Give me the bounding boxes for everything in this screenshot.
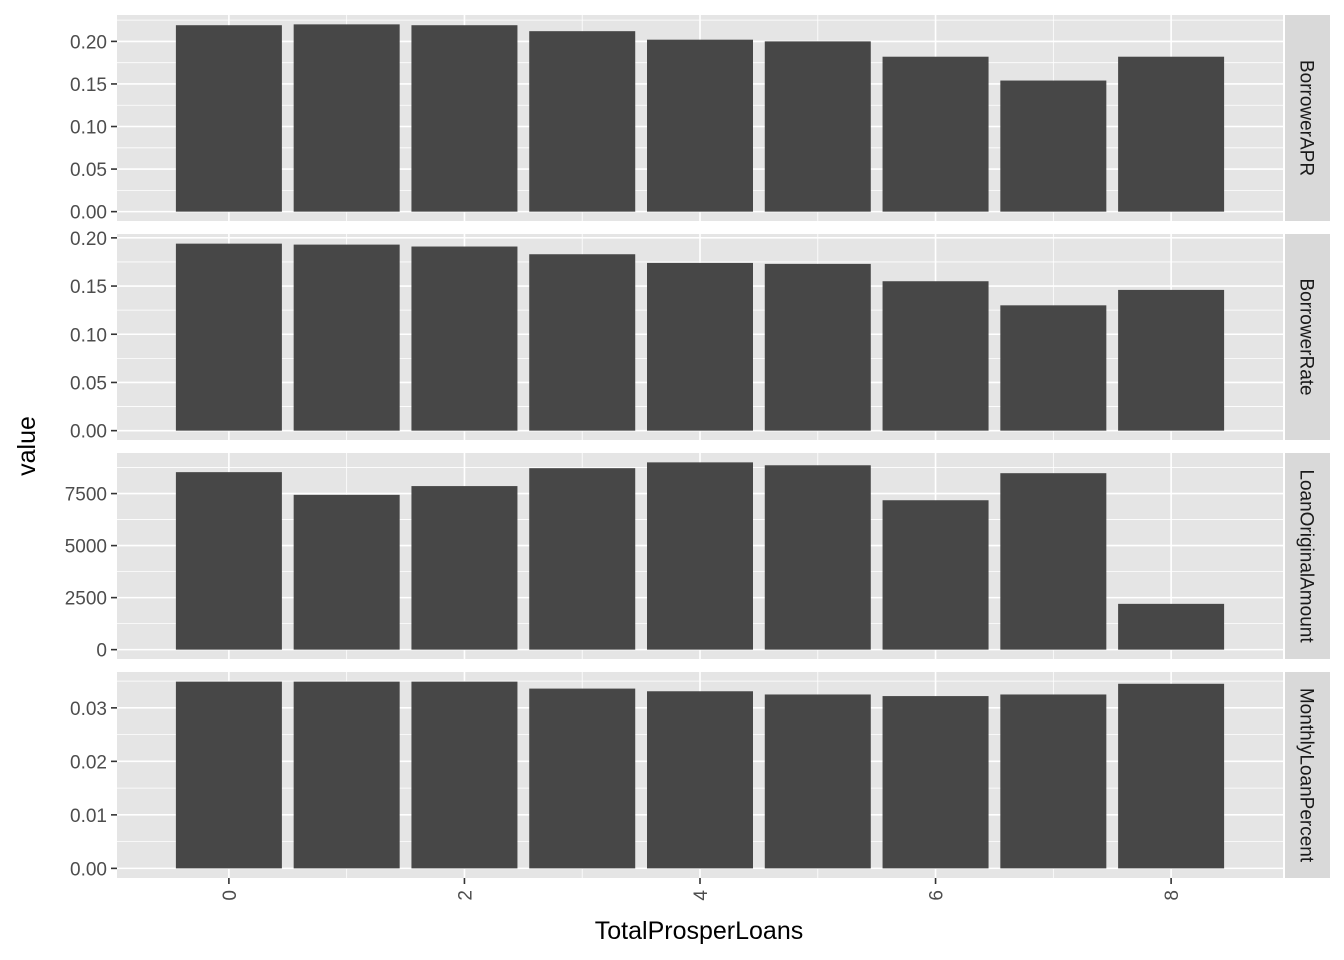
strip-label: LoanOriginalAmount [1296, 469, 1317, 643]
bar [411, 681, 518, 869]
y-tick-label: 0.15 [70, 277, 107, 298]
y-axis: 0.00 0.01 0.02 0.03 [70, 699, 117, 880]
bars [175, 681, 1225, 869]
y-tick-label: 0.10 [70, 118, 107, 139]
bar [882, 696, 989, 869]
bar [175, 681, 282, 869]
strip-label-clip: LoanOriginalAmount [1296, 469, 1317, 643]
x-axis: 0 2 4 6 8 [220, 878, 1183, 901]
y-tick-label: 0.00 [70, 203, 107, 224]
bar [175, 25, 282, 212]
bar [764, 694, 871, 869]
y-tick-label: 0.00 [70, 859, 107, 880]
bar [1000, 694, 1107, 869]
strip-label: BorrowerAPR [1296, 60, 1317, 176]
y-tick-label: 7500 [65, 485, 107, 506]
facet-strip: LoanOriginalAmount [1285, 453, 1330, 659]
y-tick-label: 5000 [65, 537, 107, 558]
bar [882, 500, 989, 650]
strip-background [1285, 234, 1330, 440]
y-axis: 0.00 0.05 0.10 0.15 0.20 [70, 229, 117, 443]
bar [1118, 289, 1225, 431]
bars [175, 462, 1225, 650]
y-tick-label: 0.02 [70, 752, 107, 773]
y-tick-label: 0.20 [70, 32, 107, 53]
strip-label-clip: MonthlyLoanPercent [1296, 688, 1317, 863]
bar [411, 25, 518, 212]
bar [882, 281, 989, 431]
bar [529, 468, 636, 650]
bar [175, 243, 282, 431]
bars [175, 24, 1225, 212]
bars [175, 243, 1225, 431]
x-tick-label: 8 [1162, 890, 1183, 901]
y-tick-label: 0.20 [70, 229, 107, 250]
bar [529, 31, 636, 212]
bar [293, 244, 400, 431]
bar [293, 494, 400, 650]
strip-background [1285, 15, 1330, 221]
y-axis-title: value [13, 416, 41, 476]
bar [529, 254, 636, 431]
x-tick-label: 6 [927, 890, 948, 901]
strip-label-clip: BorrowerRate [1296, 278, 1317, 395]
x-axis-title: TotalProsperLoans [595, 917, 803, 945]
bar [293, 24, 400, 212]
y-tick-label: 0.05 [70, 373, 107, 394]
y-tick-label: 0.03 [70, 699, 107, 720]
bar [411, 486, 518, 650]
bar [647, 691, 753, 869]
strip-background [1285, 453, 1330, 659]
strip-label: BorrowerRate [1296, 278, 1317, 395]
facet-panels: 0.000.050.100.150.20BorrowerAPR0.000.050… [65, 15, 1330, 880]
bar [293, 681, 400, 869]
bar [647, 39, 753, 212]
y-tick-label: 0.15 [70, 75, 107, 96]
bar [1118, 603, 1225, 650]
bar [175, 472, 282, 650]
y-axis: 0.00 0.05 0.10 0.15 0.20 [70, 32, 117, 224]
y-axis: 0 2500 5000 7500 [65, 485, 117, 662]
bar [764, 263, 871, 431]
x-tick-label: 2 [455, 890, 476, 901]
y-tick-label: 2500 [65, 589, 107, 610]
bar [1000, 305, 1107, 431]
bar [1118, 683, 1225, 869]
facet-panel-1: 0.00 0.05 0.10 0.15 0.20 BorrowerRate [70, 229, 1330, 443]
y-tick-label: 0.10 [70, 325, 107, 346]
strip-label: MonthlyLoanPercent [1296, 688, 1317, 863]
facet-strip: BorrowerRate [1285, 234, 1330, 440]
facet-strip: BorrowerAPR [1285, 15, 1330, 221]
strip-label-clip: BorrowerAPR [1296, 60, 1317, 176]
bar [647, 462, 753, 650]
strip-background [1285, 672, 1330, 878]
x-tick-label: 4 [691, 890, 712, 901]
x-tick-label: 0 [220, 890, 241, 901]
y-tick-label: 0.00 [70, 422, 107, 443]
y-tick-label: 0 [96, 641, 107, 662]
bar [764, 41, 871, 212]
bar [764, 465, 871, 650]
facet-panel-0: 0.00 0.05 0.10 0.15 0.20 BorrowerAPR [70, 15, 1330, 224]
bar [882, 56, 989, 212]
bar [411, 246, 518, 431]
bar [529, 688, 636, 869]
facet-panel-3: 0.00 0.01 0.02 0.03 MonthlyLoanPercent [70, 672, 1330, 880]
bar [1000, 473, 1107, 650]
bar [1000, 80, 1107, 212]
y-tick-label: 0.05 [70, 160, 107, 181]
facet-strip: MonthlyLoanPercent [1285, 672, 1330, 878]
facet-panel-2: 0 2500 5000 7500 LoanOriginalAmount [65, 453, 1330, 662]
y-tick-label: 0.01 [70, 806, 107, 827]
bar [647, 262, 753, 431]
bar [1118, 56, 1225, 212]
